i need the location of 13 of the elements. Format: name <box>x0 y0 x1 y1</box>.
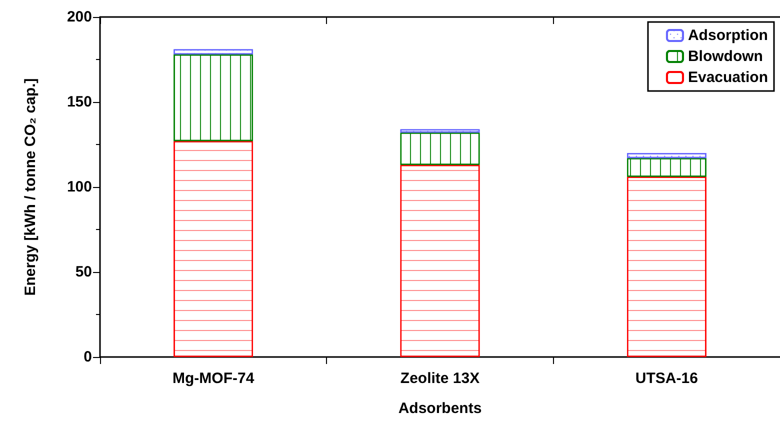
x-tick-label: UTSA-16 <box>635 370 698 387</box>
x-tick-label: Mg-MOF-74 <box>172 370 255 387</box>
x-axis-title: Adsorbents <box>398 400 482 417</box>
legend-label: Adsorption <box>688 27 768 44</box>
y-axis-title: Energy [kWh / tonne CO₂ cap.] <box>22 78 39 296</box>
y-tick-label: 50 <box>75 264 92 280</box>
x-tick-label: Zeolite 13X <box>400 370 480 387</box>
y-tick-label: 0 <box>84 348 92 366</box>
legend-label: Evacuation <box>688 69 768 86</box>
legend-label: Blowdown <box>688 48 763 65</box>
y-tick-label: 100 <box>66 178 92 196</box>
y-tick-label: 150 <box>66 94 92 110</box>
y-tick-label: 200 <box>66 8 92 26</box>
